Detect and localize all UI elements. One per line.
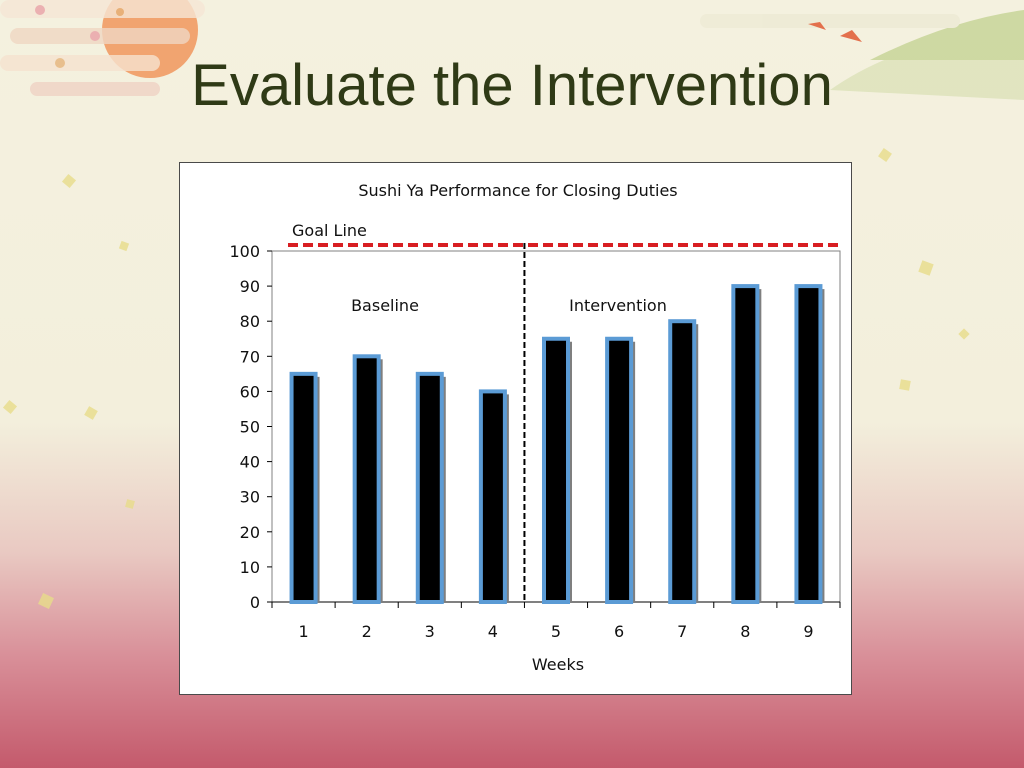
y-tick-label: 20	[240, 523, 260, 542]
x-tick-label: 8	[740, 622, 750, 641]
bar-week-2	[352, 354, 381, 604]
x-axis-title: Weeks	[532, 655, 584, 674]
y-tick-label: 100	[229, 242, 260, 261]
y-tick-label: 40	[240, 453, 260, 472]
x-tick-label: 9	[803, 622, 813, 641]
y-tick-label: 10	[240, 558, 260, 577]
intervention-phase-label: Intervention	[569, 296, 667, 315]
baseline-phase-label: Baseline	[351, 296, 419, 315]
y-tick-label: 0	[250, 593, 260, 612]
mountain-decoration	[700, 10, 1024, 100]
y-tick-label: 50	[240, 418, 260, 437]
bar-week-5	[542, 336, 570, 604]
x-tick-label: 7	[677, 622, 687, 641]
bar-week-8	[731, 284, 760, 604]
x-tick-label: 3	[425, 622, 435, 641]
x-tick-label: 1	[298, 622, 308, 641]
chart-frame: Sushi Ya Performance for Closing Duties …	[179, 162, 852, 695]
bar-week-7	[668, 319, 697, 604]
y-tick-label: 70	[240, 347, 260, 366]
goal-line-label: Goal Line	[292, 221, 367, 240]
bar-week-4	[478, 389, 507, 604]
bar-week-6	[605, 336, 634, 604]
x-tick-label: 2	[362, 622, 372, 641]
y-tick-label: 80	[240, 312, 260, 331]
x-tick-label: 4	[488, 622, 498, 641]
bar-week-1	[289, 371, 318, 604]
chart-title: Sushi Ya Performance for Closing Duties	[358, 181, 677, 200]
floral-cloud-decoration	[0, 0, 205, 96]
y-tick-label: 30	[240, 488, 260, 507]
x-tick-label: 6	[614, 622, 624, 641]
y-tick-label: 60	[240, 382, 260, 401]
bird-icon	[808, 22, 862, 42]
bar-chart: Sushi Ya Performance for Closing Duties …	[229, 181, 841, 674]
falling-leaves-decoration	[2, 148, 970, 609]
y-tick-label: 90	[240, 277, 260, 296]
x-tick-label: 5	[551, 622, 561, 641]
bar-week-9	[794, 284, 823, 604]
slide-title: Evaluate the Intervention	[191, 53, 833, 118]
bar-week-3	[415, 371, 444, 604]
